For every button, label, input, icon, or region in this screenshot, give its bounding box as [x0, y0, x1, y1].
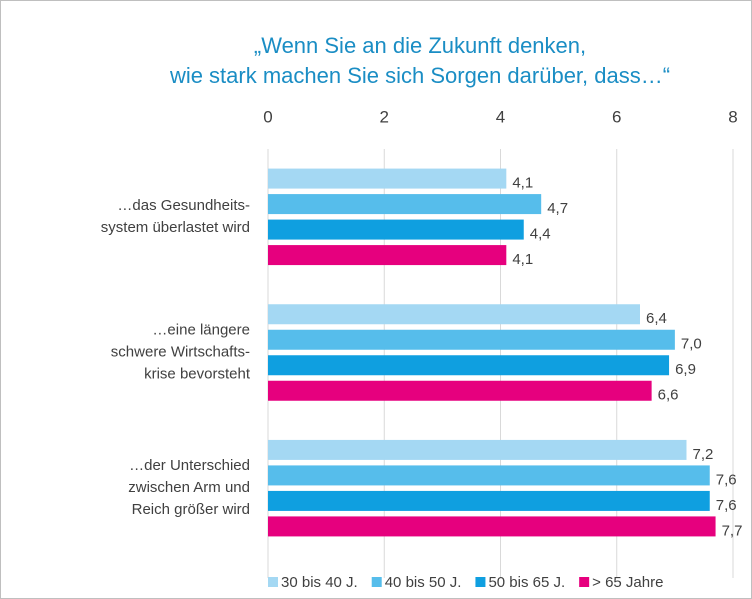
y-tick-label: schwere Wirtschafts-	[111, 343, 250, 360]
value-label: 7,0	[681, 336, 702, 353]
value-label: 4,7	[547, 200, 568, 217]
x-tick-label: 0	[263, 107, 272, 126]
value-label: 4,1	[512, 251, 533, 268]
legend-label: 40 bis 50 J.	[385, 574, 462, 591]
bar	[268, 516, 716, 537]
value-label: 6,9	[675, 361, 696, 378]
x-tick-label: 4	[496, 107, 505, 126]
value-label: 7,6	[716, 497, 737, 514]
bar	[268, 219, 524, 240]
legend-swatch	[475, 577, 486, 587]
y-tick-label: Reich größer wird	[132, 501, 250, 518]
legend-label: 30 bis 40 J.	[281, 574, 358, 591]
value-label: 4,1	[512, 175, 533, 192]
value-label: 7,7	[722, 522, 743, 539]
y-tick-label: …der Unterschied	[129, 457, 250, 474]
bar	[268, 465, 710, 486]
value-label: 6,4	[646, 310, 667, 327]
bar	[268, 194, 542, 215]
y-tick-label: zwischen Arm und	[128, 479, 250, 496]
legend-swatch	[268, 577, 278, 587]
legend-swatch	[371, 577, 382, 587]
legend-swatch	[579, 577, 590, 587]
bar	[268, 490, 710, 511]
bar	[268, 380, 652, 401]
legend-label: 50 bis 65 J.	[488, 574, 565, 591]
bar	[268, 168, 507, 189]
value-label: 7,6	[716, 471, 737, 488]
value-label: 6,6	[658, 387, 679, 404]
bar	[268, 439, 687, 460]
bar	[268, 355, 670, 376]
chart-title: „Wenn Sie an die Zukunft denken,	[254, 33, 586, 58]
x-tick-label: 8	[728, 107, 737, 126]
value-label: 4,4	[530, 226, 551, 243]
bar	[268, 304, 640, 325]
chart-title: wie stark machen Sie sich Sorgen darüber…	[169, 63, 670, 88]
bar	[268, 245, 507, 266]
bar	[268, 329, 675, 350]
value-label: 7,2	[693, 446, 714, 463]
legend-label: > 65 Jahre	[592, 574, 663, 591]
y-tick-label: …eine längere	[152, 321, 250, 338]
x-tick-label: 6	[612, 107, 621, 126]
y-tick-label: …das Gesundheits-	[117, 197, 250, 214]
y-tick-label: krise bevorsteht	[144, 365, 251, 382]
x-tick-label: 2	[380, 107, 389, 126]
y-tick-label: system überlastet wird	[101, 219, 250, 236]
